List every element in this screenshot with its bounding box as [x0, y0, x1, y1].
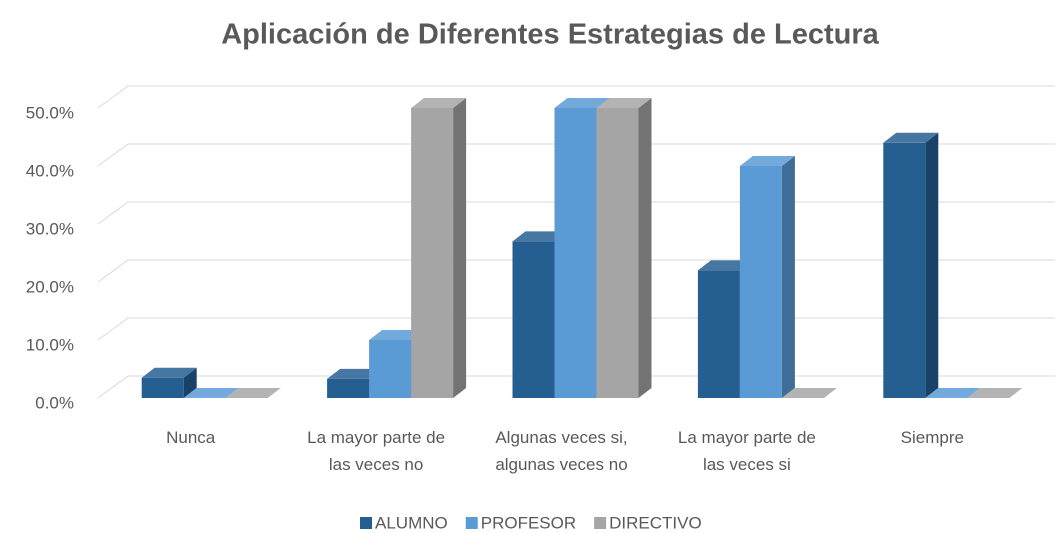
bar: [967, 388, 1023, 398]
bar: [883, 132, 939, 399]
y-tick-label: 30.0%: [26, 219, 74, 238]
bar-top: [739, 156, 795, 166]
bar-side: [453, 98, 467, 398]
bar-top: [369, 330, 425, 340]
x-tick-label: Nunca: [166, 428, 216, 447]
bar-top: [781, 388, 837, 398]
bar-front: [141, 377, 184, 398]
bar-front: [697, 270, 740, 398]
bar-front: [327, 378, 370, 398]
bar-top: [883, 132, 939, 143]
grid-line: [97, 143, 1055, 167]
legend-label: ALUMNO: [375, 513, 448, 532]
y-tick-label: 20.0%: [26, 277, 74, 296]
legend-label: DIRECTIVO: [609, 513, 702, 532]
bar-side: [183, 367, 197, 398]
bar-front: [512, 241, 555, 398]
x-tick-label-box: La mayor parte de las veces no: [307, 428, 446, 474]
y-tick-label: 40.0%: [26, 161, 74, 180]
bar-front: [369, 340, 412, 398]
bar: [225, 388, 281, 398]
bar: [781, 388, 837, 398]
bar-top: [925, 388, 981, 398]
legend-swatch: [465, 517, 478, 529]
bar-top: [596, 98, 652, 108]
bar: [739, 156, 795, 398]
legend-swatch: [594, 517, 607, 529]
bar-top: [141, 367, 197, 378]
y-tick-label: 50.0%: [26, 103, 74, 122]
chart-title: Aplicación de Diferentes Estrategias de …: [221, 19, 879, 51]
bar-front: [596, 108, 639, 398]
bar-top: [512, 231, 568, 242]
grid-line: [97, 85, 1055, 109]
bar: [596, 98, 652, 398]
bar-front: [411, 108, 454, 398]
bar-top: [327, 368, 383, 379]
bar: [925, 388, 981, 398]
bar-front: [554, 108, 597, 398]
bar-top: [225, 388, 281, 398]
bar-side: [781, 156, 795, 398]
bar: [183, 388, 239, 398]
x-tick-label: La mayor parte de las veces no: [307, 428, 446, 474]
x-tick-label-box: Siempre: [900, 428, 964, 447]
legend-label: PROFESOR: [481, 513, 576, 532]
bar-front: [739, 166, 782, 398]
y-tick-label: 10.0%: [26, 335, 74, 354]
bar-top: [183, 388, 239, 398]
legend-swatch: [360, 517, 372, 529]
x-tick-label: La mayor parte de las veces si: [677, 428, 816, 474]
bar: [411, 98, 467, 398]
bar-side: [638, 98, 652, 398]
y-tick-label: 0.0%: [35, 393, 74, 412]
x-tick-label-box: Nunca: [166, 428, 216, 447]
bar-side: [925, 132, 939, 399]
x-tick-label: Algunas veces si, algunas veces no: [495, 428, 628, 474]
bar-top: [697, 260, 753, 271]
x-tick-label-box: La mayor parte de las veces si: [677, 428, 816, 474]
x-tick-label-box: Algunas veces si, algunas veces no: [495, 428, 628, 474]
bar-top: [967, 388, 1023, 398]
x-tick-label: Siempre: [900, 428, 964, 447]
bar-front: [883, 142, 926, 398]
bar-top: [554, 98, 610, 108]
bar-top: [411, 98, 467, 108]
bar: [141, 367, 197, 398]
